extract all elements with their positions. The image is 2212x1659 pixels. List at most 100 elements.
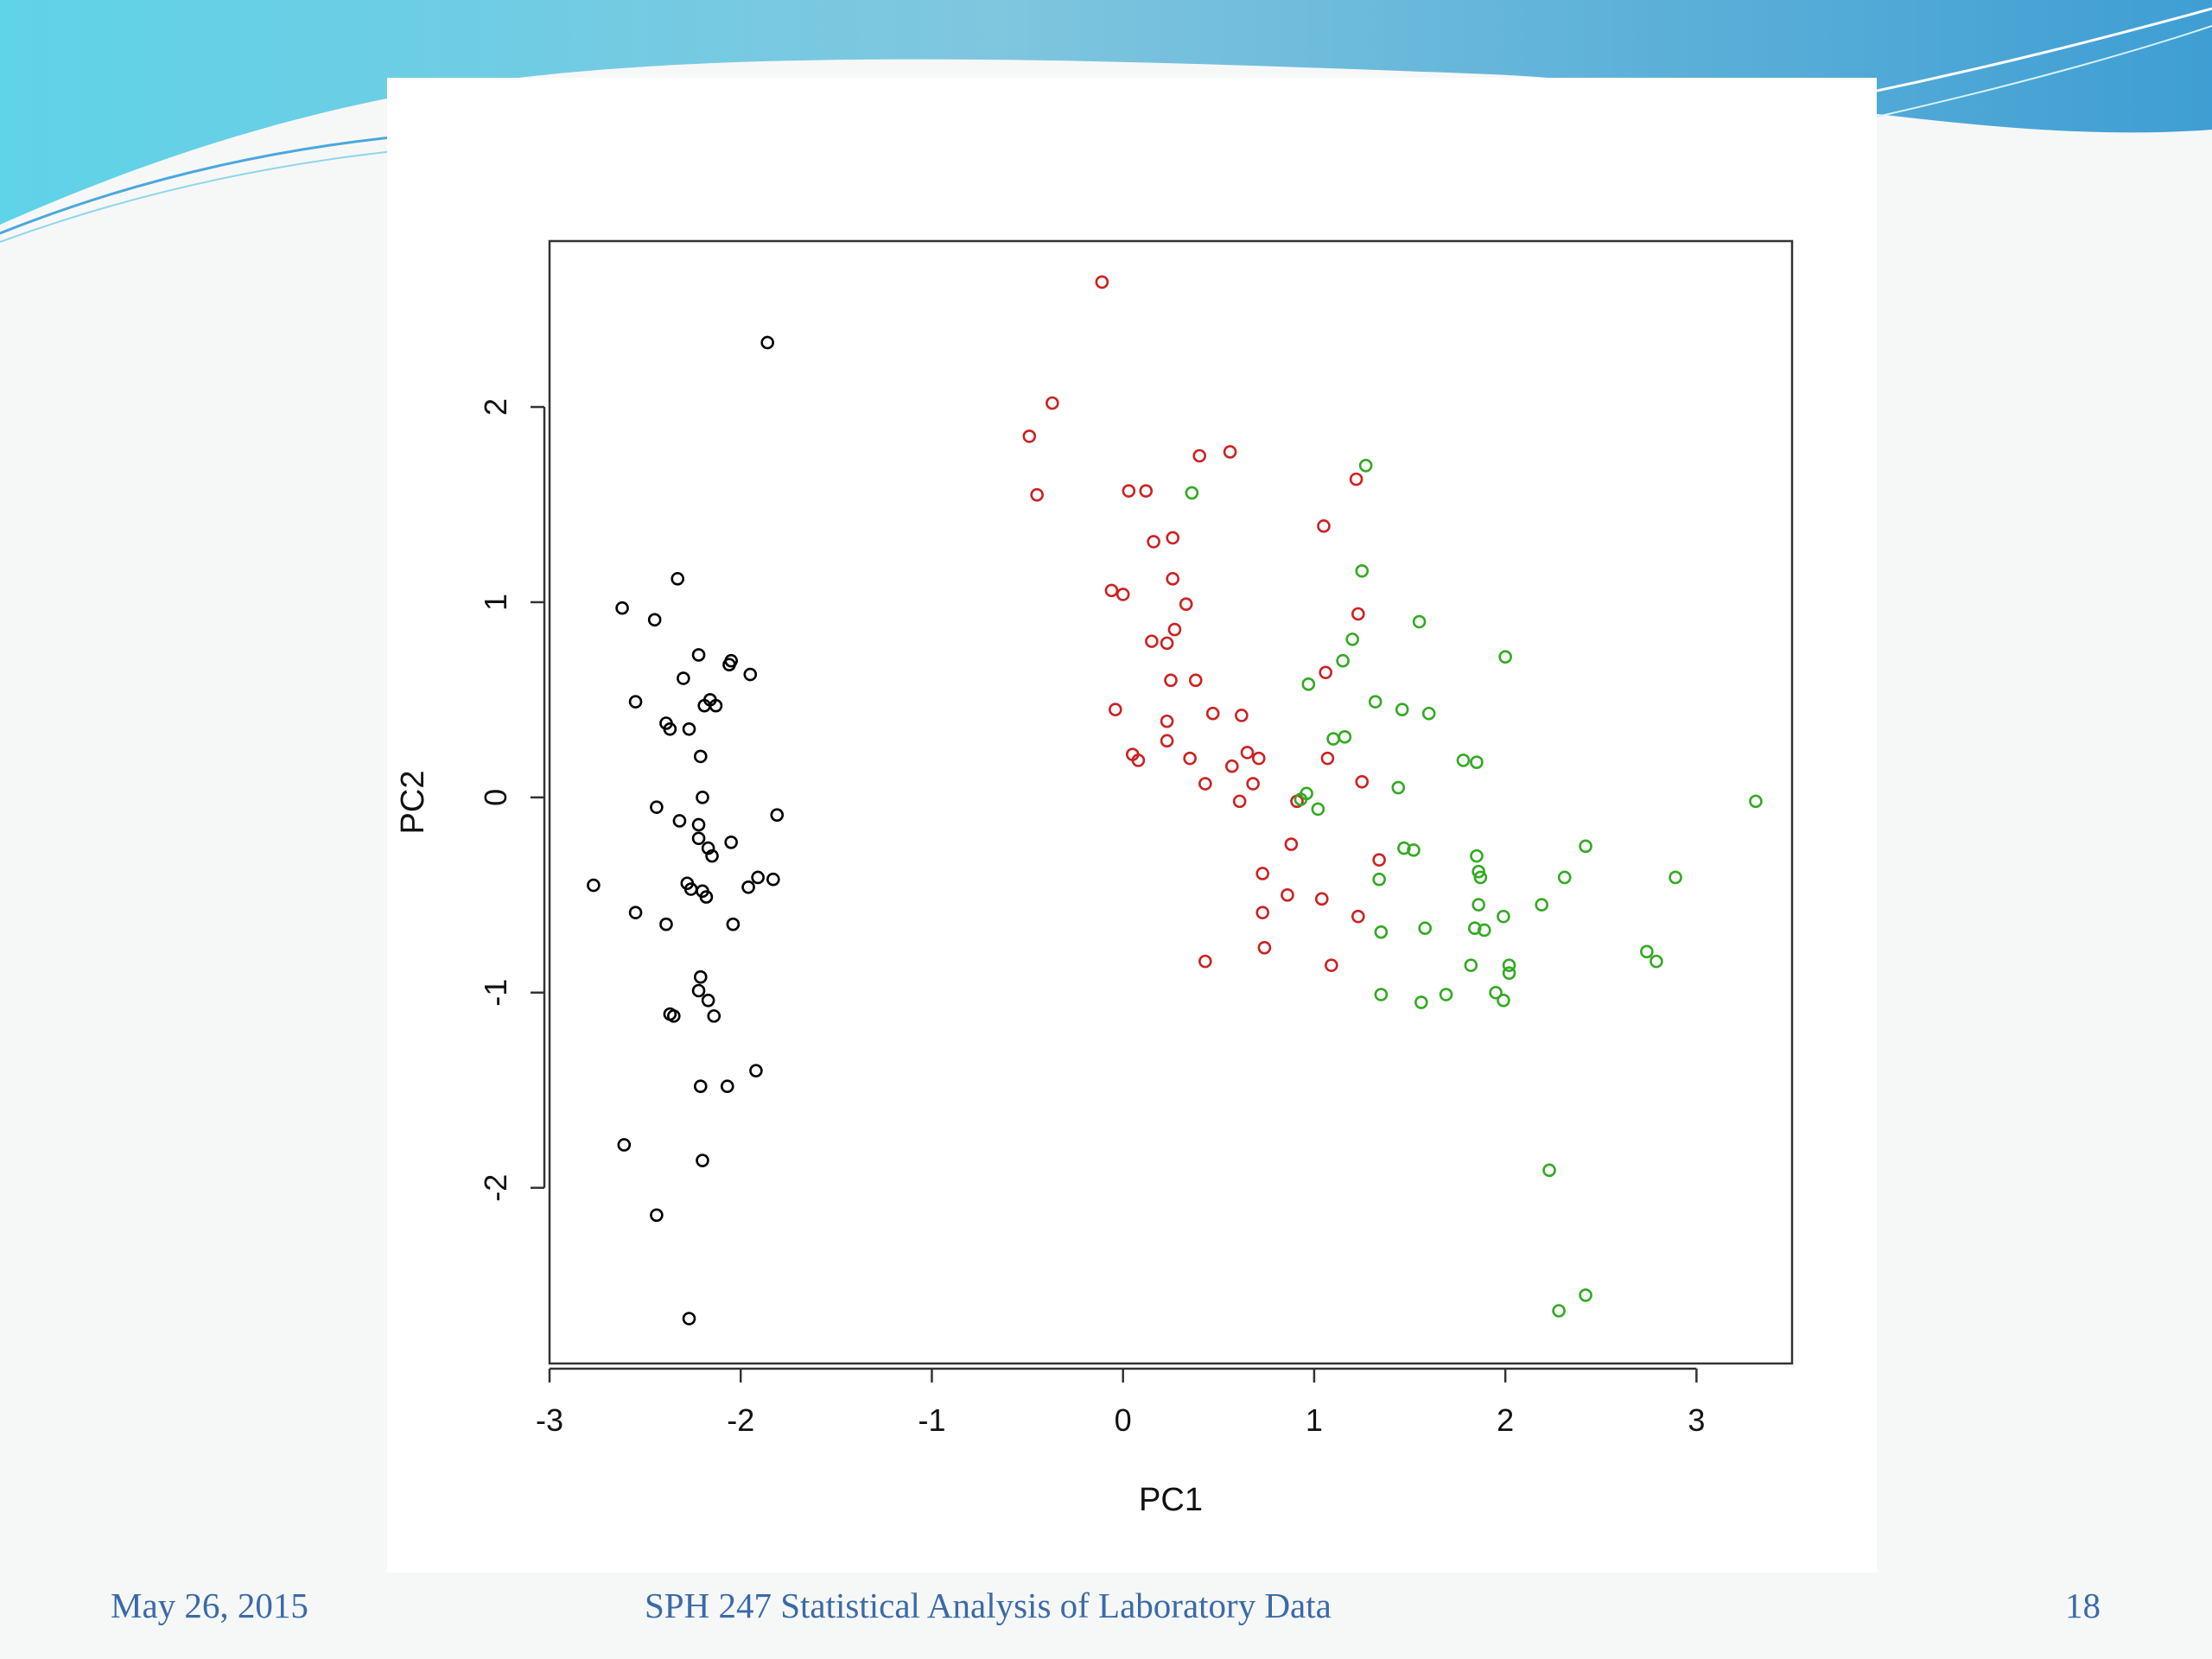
data-point-group-3 <box>1497 994 1510 1007</box>
data-point-group-3 <box>1397 841 1411 855</box>
y-tick-label: 0 <box>478 789 513 806</box>
data-point-group-2 <box>1095 275 1109 289</box>
data-point-group-1 <box>751 870 765 885</box>
data-point-group-1 <box>647 613 662 627</box>
data-point-group-2 <box>1188 673 1203 688</box>
data-point-group-2 <box>1164 673 1178 688</box>
data-point-group-2 <box>1257 941 1272 955</box>
data-point-group-3 <box>1185 486 1199 500</box>
data-point-group-2 <box>1235 709 1249 722</box>
data-point-group-3 <box>1412 614 1427 629</box>
x-tick-label: 2 <box>1497 1402 1514 1438</box>
data-point-group-2 <box>1166 572 1180 586</box>
data-point-group-3 <box>1345 632 1359 646</box>
x-axis-title: PC1 <box>1139 1482 1203 1518</box>
data-point-group-2 <box>1351 909 1365 924</box>
y-axis-title: PC2 <box>395 771 431 835</box>
data-point-group-1 <box>720 1079 734 1094</box>
data-point-group-2 <box>1246 777 1260 791</box>
x-tick-label: -1 <box>918 1402 945 1438</box>
data-point-group-3 <box>1749 794 1763 809</box>
data-point-group-2 <box>1320 751 1335 766</box>
data-point-group-1 <box>707 1009 721 1023</box>
data-point-group-3 <box>1421 706 1436 721</box>
data-point-group-3 <box>1478 923 1491 938</box>
data-point-group-1 <box>682 721 696 736</box>
data-point-group-2 <box>1198 777 1212 791</box>
data-point-group-3 <box>1311 802 1325 817</box>
data-point-group-1 <box>659 917 673 931</box>
data-point-group-2 <box>1160 734 1174 748</box>
slide-page-number: 18 <box>2065 1586 2101 1625</box>
data-point-group-3 <box>1649 954 1663 969</box>
data-point-group-2 <box>1251 751 1266 766</box>
data-point-group-2 <box>1166 531 1180 545</box>
data-point-group-1 <box>628 906 643 919</box>
data-point-group-3 <box>1579 839 1592 854</box>
data-point-group-1 <box>691 648 706 662</box>
data-point-group-2 <box>1223 445 1237 459</box>
data-point-group-2 <box>1139 484 1154 498</box>
data-point-group-3 <box>1552 1304 1566 1318</box>
data-point-group-3 <box>1407 843 1421 857</box>
data-point-group-3 <box>1439 988 1453 1001</box>
data-point-group-2 <box>1145 634 1159 648</box>
data-point-group-3 <box>1391 780 1406 795</box>
data-point-group-3 <box>1374 925 1389 939</box>
data-point-group-1 <box>666 1009 681 1023</box>
data-point-group-1 <box>699 890 714 904</box>
data-point-group-3 <box>1395 702 1409 716</box>
data-point-group-2 <box>1030 487 1044 502</box>
data-point-group-1 <box>617 1138 632 1152</box>
y-tick-label: 1 <box>478 594 513 611</box>
data-point-group-3 <box>1502 958 1516 972</box>
data-point-group-2 <box>1122 484 1136 498</box>
data-point-group-1 <box>766 872 780 887</box>
data-point-group-2 <box>1349 472 1363 486</box>
x-tick-label: 3 <box>1688 1402 1705 1438</box>
y-tick-label: 2 <box>478 398 513 416</box>
data-point-group-2 <box>1355 774 1370 789</box>
x-tick-label: -2 <box>727 1402 754 1438</box>
data-point-group-3 <box>1535 898 1548 912</box>
x-tick-label: 1 <box>1306 1402 1323 1438</box>
data-point-group-1 <box>650 800 664 814</box>
data-point-group-2 <box>1192 448 1206 463</box>
data-point-group-1 <box>628 695 643 709</box>
data-point-group-3 <box>1338 730 1352 744</box>
data-point-group-1 <box>587 878 601 893</box>
data-point-group-1 <box>671 572 685 586</box>
data-point-group-1 <box>696 1154 709 1167</box>
data-point-group-3 <box>1368 695 1382 709</box>
data-point-group-3 <box>1336 653 1350 668</box>
data-point-group-2 <box>1022 429 1037 443</box>
data-point-group-2 <box>1198 954 1212 969</box>
data-point-group-2 <box>1240 746 1255 760</box>
data-point-group-3 <box>1301 677 1316 691</box>
data-point-group-1 <box>760 335 775 350</box>
data-point-group-2 <box>1284 837 1299 851</box>
data-point-group-3 <box>1374 988 1389 1001</box>
data-point-group-1 <box>693 749 708 764</box>
data-point-group-3 <box>1471 864 1485 879</box>
data-point-group-2 <box>1224 759 1239 773</box>
pca-scatter-chart: -3 -2 -1 0 1 2 3 -2 -1 0 1 2 PC1 PC2 <box>395 239 1794 1518</box>
data-point-group-1 <box>682 1312 696 1325</box>
data-point-group-1 <box>709 698 723 713</box>
data-point-group-2 <box>1314 892 1329 906</box>
data-point-group-3 <box>1542 1163 1556 1178</box>
data-point-group-2 <box>1317 519 1331 533</box>
data-point-group-3 <box>1557 870 1572 885</box>
data-point-group-3 <box>1326 732 1340 746</box>
data-point-group-1 <box>691 831 706 846</box>
data-point-group-2 <box>1167 622 1182 637</box>
data-point-group-3 <box>1294 792 1308 806</box>
data-point-group-3 <box>1470 849 1484 863</box>
data-point-group-1 <box>701 994 715 1007</box>
data-point-group-1 <box>650 1208 664 1223</box>
data-point-group-3 <box>1640 944 1654 959</box>
data-point-group-2 <box>1131 753 1146 767</box>
data-point-group-3 <box>1498 650 1512 664</box>
data-point-group-2 <box>1116 588 1130 601</box>
data-point-group-1 <box>615 601 629 615</box>
